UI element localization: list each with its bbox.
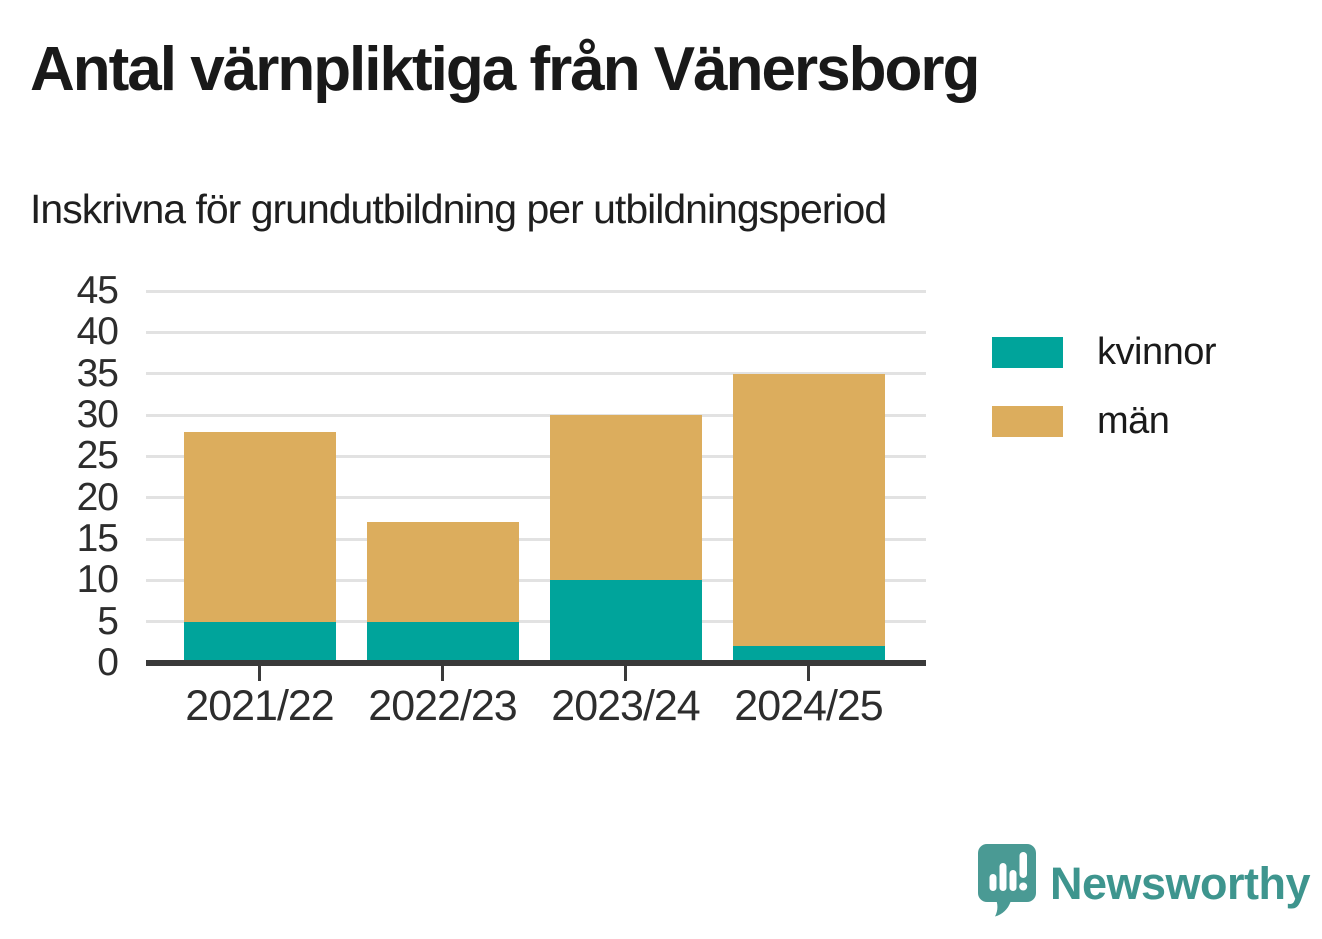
legend-label: män xyxy=(1097,400,1170,442)
gridline xyxy=(146,330,926,334)
gridline xyxy=(146,537,926,541)
chart-legend: kvinnor män xyxy=(992,331,1217,443)
x-axis-line xyxy=(146,660,926,666)
x-axis-tick xyxy=(624,666,627,681)
bar-segment-kvinnor xyxy=(366,621,519,663)
gridline xyxy=(146,289,926,293)
bar-segment-kvinnor xyxy=(549,580,702,663)
y-tick-label: 25 xyxy=(76,434,119,478)
y-tick-label: 20 xyxy=(76,475,119,519)
legend-swatch xyxy=(992,337,1063,368)
gridline xyxy=(146,454,926,458)
x-axis-tick xyxy=(441,666,444,681)
bar-chart: 0 5 10 15 20 25 30 35 40 45 2021/22 2022/23 2023/24 2… xyxy=(30,269,970,780)
x-tick-label: 2023/24 xyxy=(551,682,700,730)
y-tick-label: 35 xyxy=(76,351,119,395)
legend-swatch xyxy=(992,406,1063,437)
legend-label: kvinnor xyxy=(1097,331,1217,373)
chart-subtitle: Inskrivna för grundutbildning per utbild… xyxy=(30,186,887,232)
bar-segment-män xyxy=(732,373,885,647)
gridline xyxy=(146,372,926,376)
y-tick-label: 30 xyxy=(76,393,119,436)
y-tick-label: 40 xyxy=(76,310,119,354)
gridline xyxy=(146,578,926,582)
x-tick-label: 2021/22 xyxy=(185,682,334,730)
y-tick-label: 45 xyxy=(76,269,119,312)
legend-item: män xyxy=(992,400,1216,443)
x-tick-label: 2022/23 xyxy=(368,682,517,730)
y-tick-label: 5 xyxy=(97,599,119,643)
x-tick-label: 2024/25 xyxy=(734,682,883,730)
bar-segment-män xyxy=(183,431,336,622)
gridline xyxy=(146,413,926,417)
bar-segment-män xyxy=(366,522,519,622)
newsworthy-logo-icon xyxy=(977,843,1037,924)
y-tick-label: 0 xyxy=(97,641,119,684)
bar-segment-män xyxy=(549,415,702,581)
y-tick-label: 10 xyxy=(76,558,119,602)
gridline xyxy=(146,496,926,500)
chart-title: Antal värnpliktiga från Vänersborg xyxy=(30,35,980,104)
bar-segment-kvinnor xyxy=(183,621,336,663)
x-axis-tick xyxy=(258,666,261,681)
gridline xyxy=(146,620,926,624)
x-axis-tick xyxy=(807,666,810,681)
bar-segment-kvinnor xyxy=(732,646,885,663)
newsworthy-logo: Newsworthy xyxy=(977,843,1311,924)
y-tick-label: 15 xyxy=(76,517,119,560)
legend-item: kvinnor xyxy=(992,331,1217,374)
newsworthy-logo-text: Newsworthy xyxy=(1050,857,1311,909)
